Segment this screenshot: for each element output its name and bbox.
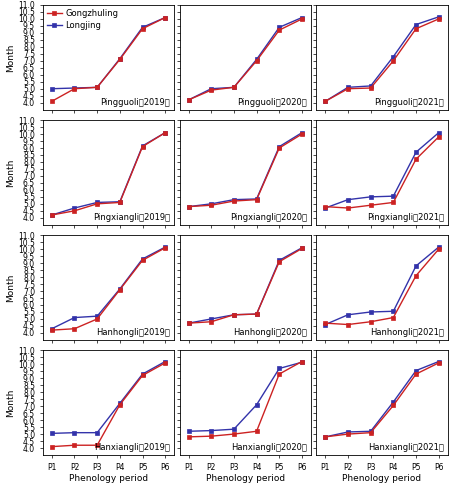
Y-axis label: Month: Month [6,43,15,72]
Text: Pingguoli（2019）: Pingguoli（2019） [100,98,170,106]
Text: Pingxiangli（2019）: Pingxiangli（2019） [93,212,170,222]
X-axis label: Phenology period: Phenology period [69,474,148,484]
X-axis label: Phenology period: Phenology period [206,474,285,484]
Y-axis label: Month: Month [6,388,15,417]
Y-axis label: Month: Month [6,158,15,186]
X-axis label: Phenology period: Phenology period [342,474,422,484]
Legend: Gongzhuling, Longjing: Gongzhuling, Longjing [45,8,120,32]
Text: Pingguoli（2020）: Pingguoli（2020） [237,98,307,106]
Text: Hanxiangli（2019）: Hanxiangli（2019） [94,443,170,452]
Text: Hanhongli（2020）: Hanhongli（2020） [233,328,307,336]
Text: Hanxiangli（2021）: Hanxiangli（2021） [368,443,444,452]
Text: Pingxiangli（2020）: Pingxiangli（2020） [230,212,307,222]
Text: Hanxiangli（2020）: Hanxiangli（2020） [231,443,307,452]
Text: Hanhongli（2021）: Hanhongli（2021） [370,328,444,336]
Text: Pingguoli（2021）: Pingguoli（2021） [374,98,444,106]
Text: Pingxiangli（2021）: Pingxiangli（2021） [367,212,444,222]
Y-axis label: Month: Month [6,274,15,301]
Text: Hanhongli（2019）: Hanhongli（2019） [96,328,170,336]
